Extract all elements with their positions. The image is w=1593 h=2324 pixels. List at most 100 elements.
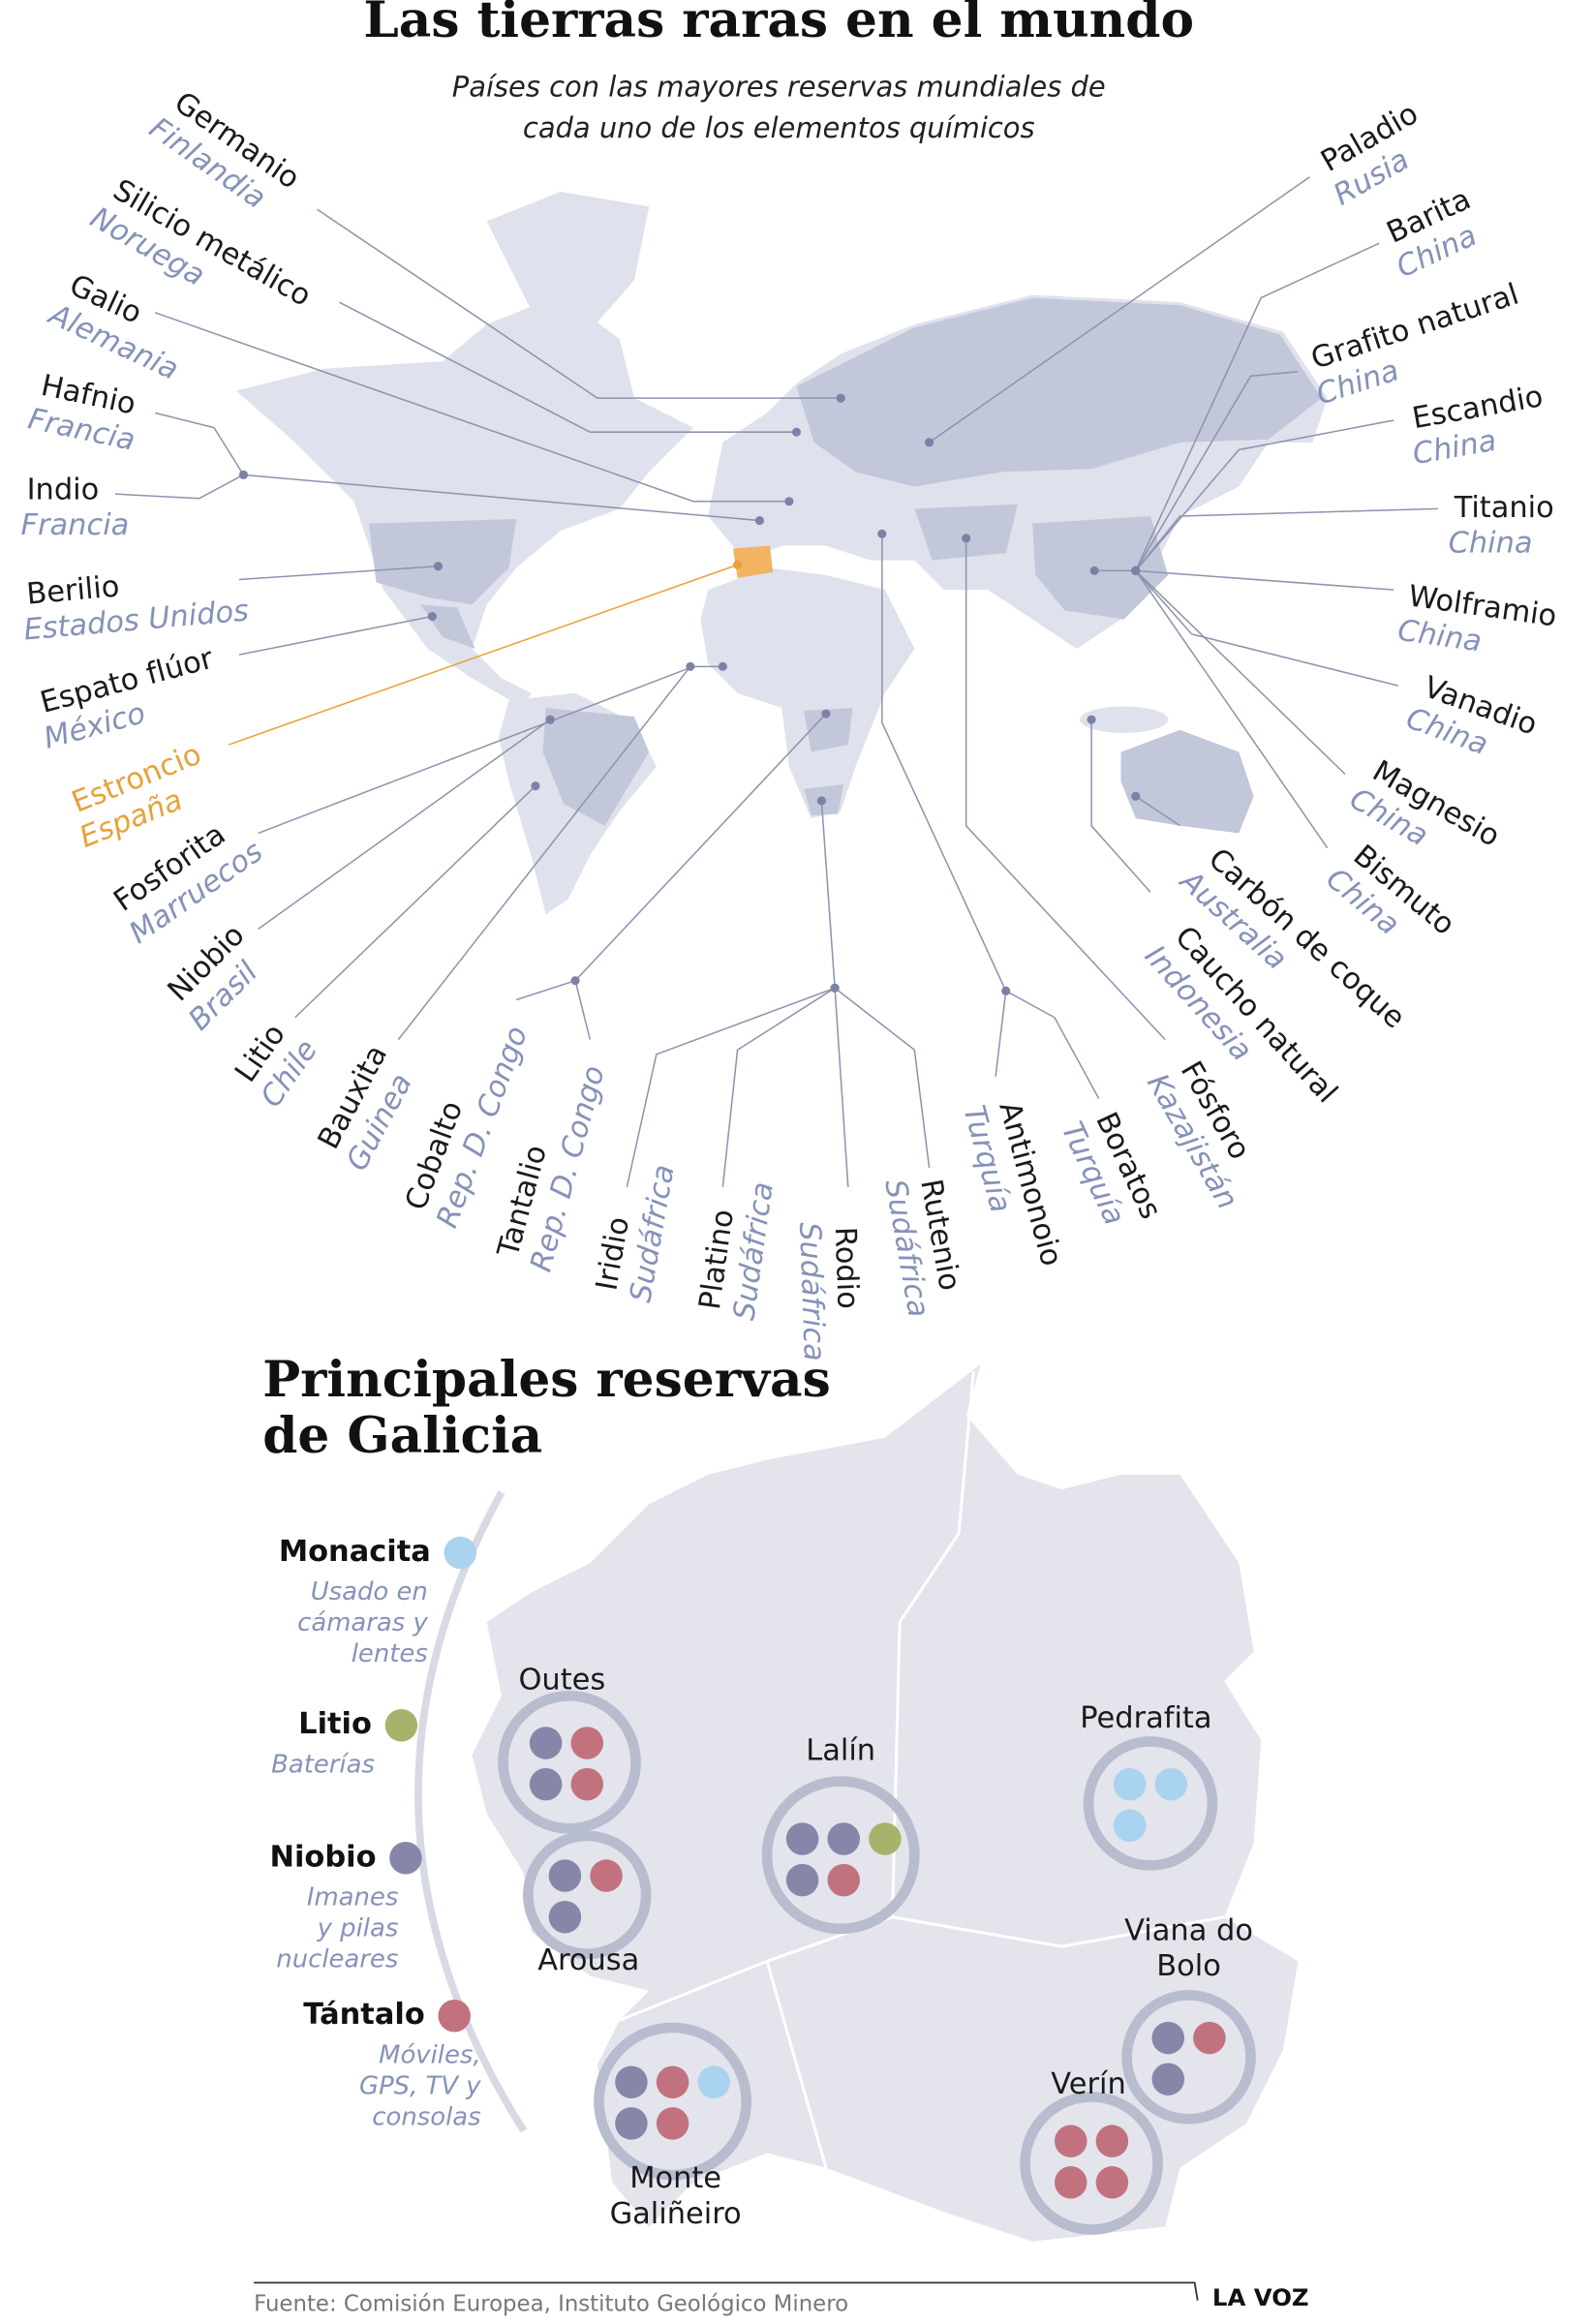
mineral-dot: [869, 1822, 902, 1855]
leader-line: [114, 474, 244, 500]
leader-line: [294, 785, 536, 1019]
site-name: Galiñeiro: [610, 2197, 742, 2231]
country-point: [686, 661, 695, 671]
site-ring: [498, 1690, 641, 1834]
subtitle: Países con las mayores reservas mundiale…: [452, 70, 1106, 103]
country-point: [433, 562, 444, 571]
mineral-dot: [615, 2107, 648, 2140]
site-name: Viana do: [1124, 1913, 1253, 1947]
leader-line: [238, 566, 439, 581]
element-country: Francia: [20, 508, 129, 542]
mineral-dot: [827, 1822, 860, 1855]
country-point: [531, 781, 540, 791]
mineral-dot: [548, 1859, 582, 1892]
country-point: [427, 611, 437, 622]
leader-line: [397, 665, 691, 1041]
legend-description: y pilas: [317, 1913, 399, 1942]
element-name: Rodio: [828, 1226, 865, 1309]
legend-description: consolas: [372, 2102, 480, 2131]
leader-line: [1135, 569, 1346, 776]
site-name: Pedrafita: [1080, 1701, 1211, 1735]
leader-line: [881, 534, 1007, 1077]
country-point: [570, 976, 580, 986]
title: Las tierras raras en el mundo: [363, 0, 1194, 49]
mineral-dot: [1113, 1767, 1147, 1801]
site-ring: [1121, 1990, 1256, 2125]
legend-dot: [444, 1536, 477, 1570]
mineral-dot: [1151, 2021, 1185, 2055]
mineral-dot: [785, 1863, 819, 1897]
mineral-dot: [570, 1767, 604, 1801]
mineral-dot: [1054, 2125, 1088, 2157]
leader-line: [258, 719, 551, 931]
country-point: [545, 715, 555, 724]
leader-line: [339, 301, 797, 433]
mineral-dot: [785, 1822, 819, 1855]
source: Fuente: Comisión Europea, Instituto Geol…: [254, 2292, 848, 2317]
galicia-title: Principales reservas: [262, 1350, 831, 1409]
legend-description: Móviles,: [379, 2040, 480, 2069]
leader-line: [965, 537, 1166, 1041]
country-point: [836, 393, 845, 403]
leader-line: [258, 665, 723, 835]
legend-description: Usado en: [311, 1577, 428, 1606]
country-point: [784, 497, 794, 506]
site-name: Verín: [1051, 2067, 1125, 2101]
leader-line: [574, 980, 592, 1040]
country-point: [924, 438, 934, 447]
country-point: [733, 560, 743, 569]
galicia-map: [414, 1363, 1299, 2242]
leader-line: [834, 988, 849, 1187]
country-point: [830, 983, 840, 993]
element-country: China: [1449, 526, 1533, 560]
galicia-title: de Galicia: [262, 1406, 542, 1465]
element-name: Titanio: [1454, 491, 1554, 525]
element-name: Indio: [27, 474, 100, 507]
legend-name: Tántalo: [303, 1998, 424, 2032]
element-name: Grafito natural: [1307, 278, 1523, 377]
leader-line: [1135, 370, 1299, 571]
site-name: Arousa: [537, 1943, 639, 1977]
country-point: [791, 427, 802, 437]
leader-line: [1135, 569, 1394, 591]
legend-description: lentes: [352, 1639, 428, 1668]
mineral-dot: [656, 2107, 689, 2140]
mineral-dot: [1113, 1809, 1147, 1843]
mineral-dot: [1193, 2021, 1226, 2055]
mineral-dot: [590, 1859, 623, 1892]
country-point: [1131, 791, 1141, 801]
mineral-dot: [827, 1863, 860, 1897]
site-ring: [1083, 1736, 1218, 1871]
mineral-dot: [1095, 2125, 1129, 2157]
leader-line: [1135, 569, 1399, 687]
mineral-dot: [1154, 1767, 1188, 1801]
legend-description: Imanes: [307, 1882, 399, 1911]
mineral-dot: [529, 1767, 563, 1801]
legend-description: cámaras y: [297, 1608, 428, 1637]
site-name: Lalín: [806, 1734, 875, 1768]
leader-line: [238, 615, 433, 656]
country-point: [1087, 715, 1096, 724]
leader-line: [1135, 419, 1394, 571]
country-point: [821, 709, 831, 719]
country-point: [718, 661, 727, 671]
leader-line: [1135, 242, 1380, 571]
legend-description: nucleares: [276, 1944, 398, 1973]
leader-line: [317, 208, 842, 399]
leader-line: [154, 312, 789, 503]
legend-dot: [438, 1999, 471, 2033]
leader-line: [228, 564, 738, 746]
mineral-dot: [615, 2065, 648, 2099]
